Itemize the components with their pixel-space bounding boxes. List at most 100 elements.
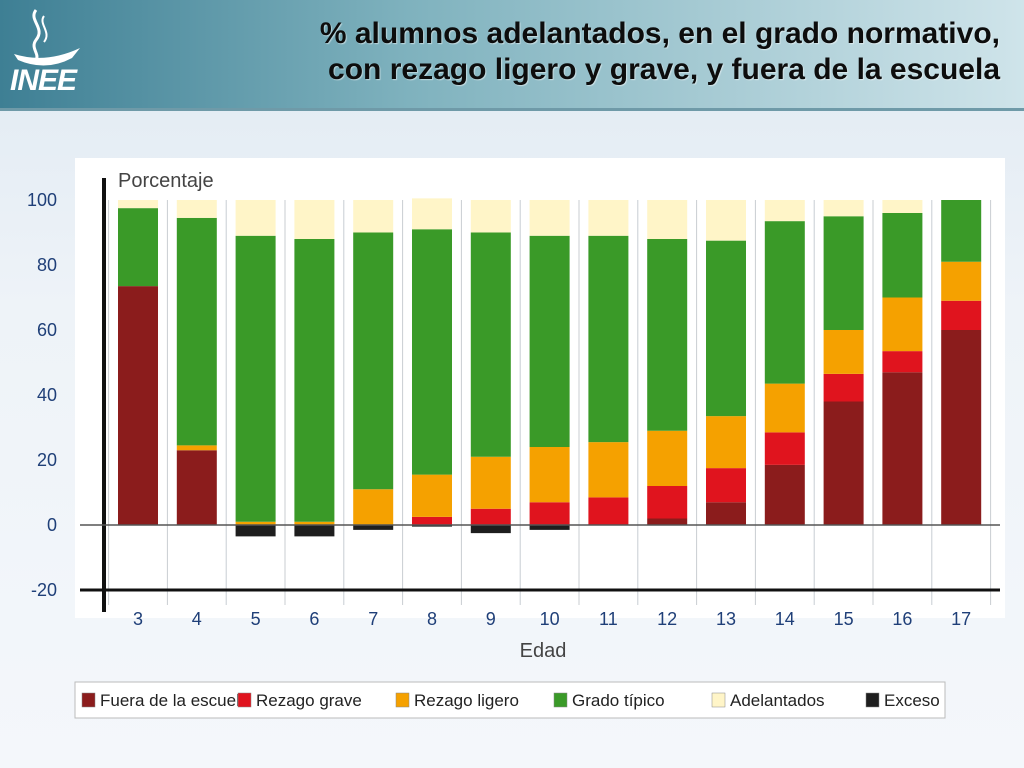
- bar-segment: [823, 401, 864, 525]
- x-tick-label: 9: [486, 609, 496, 629]
- bar-segment: [764, 432, 805, 465]
- legend-label: Fuera de la escuela: [100, 691, 250, 710]
- legend-swatch: [711, 692, 726, 708]
- legend-swatch: [237, 692, 252, 708]
- legend-label: Exceso: [884, 691, 940, 710]
- page-title: % alumnos adelantados, en el grado norma…: [100, 16, 1000, 88]
- bar-segment: [941, 330, 982, 525]
- bar-segment: [882, 351, 923, 373]
- x-tick-label: 3: [133, 609, 143, 629]
- bar-segment: [823, 216, 864, 330]
- bar-segment: [706, 200, 746, 241]
- bar-segment: [412, 525, 452, 527]
- bar-segment: [941, 261, 982, 301]
- bar-segment: [529, 525, 570, 530]
- bar-segment: [529, 235, 570, 447]
- bar-segment: [470, 508, 511, 525]
- bar-segment: [764, 221, 805, 384]
- legend-swatch: [395, 692, 410, 708]
- y-tick-label: 60: [37, 320, 57, 340]
- legend-label: Rezago ligero: [414, 691, 519, 710]
- bar-segment: [294, 521, 335, 525]
- bar-segment: [764, 200, 805, 222]
- category-grid-lines: [108, 200, 992, 605]
- bar-segment: [706, 240, 746, 417]
- bar-segment: [647, 486, 688, 519]
- y-tick-label: 100: [27, 190, 57, 210]
- x-tick-label: 16: [892, 609, 912, 629]
- bar-segment: [706, 416, 746, 469]
- bar-segment: [118, 286, 158, 525]
- bar-segment: [588, 200, 629, 236]
- bar-segment: [235, 521, 276, 525]
- bar-segment: [529, 447, 570, 503]
- bar-segment: [588, 497, 629, 525]
- inee-logo-icon: [14, 9, 80, 66]
- x-axis-title: Edad: [520, 640, 567, 662]
- legend-swatch: [553, 692, 568, 708]
- bar-segment: [647, 518, 688, 525]
- bar-segment: [412, 198, 452, 230]
- legend-swatch: [865, 692, 880, 708]
- bars-group: [118, 198, 982, 537]
- bar-segment: [235, 235, 276, 522]
- bar-segment: [470, 200, 511, 233]
- axes-group: [80, 178, 1000, 612]
- bar-segment: [529, 502, 570, 525]
- x-tick-label: 10: [540, 609, 560, 629]
- bar-segment: [706, 502, 746, 525]
- bar-segment: [294, 525, 335, 537]
- bar-segment: [176, 445, 217, 451]
- bar-segment: [176, 200, 217, 218]
- bar-segment: [118, 208, 158, 287]
- bar-segment: [647, 239, 688, 431]
- bar-segment: [412, 516, 452, 525]
- legend-label: Rezago grave: [256, 691, 362, 710]
- y-tick-label: 0: [47, 515, 57, 535]
- bar-segment: [353, 200, 394, 233]
- bar-segment: [823, 200, 864, 217]
- bar-segment: [235, 200, 276, 236]
- bar-segment: [588, 235, 629, 443]
- page-title-line-2: con rezago ligero y grave, y fuera de la…: [328, 53, 1000, 86]
- bar-segment: [412, 229, 452, 475]
- bar-segment: [764, 383, 805, 433]
- bar-segment: [353, 232, 394, 490]
- x-tick-label: 12: [657, 609, 677, 629]
- x-tick-labels: 3 4 5 6 7 8 9 10 11 12 13 14 15 16 17: [133, 609, 971, 629]
- x-tick-label: 13: [716, 609, 736, 629]
- bar-segment: [470, 456, 511, 509]
- x-tick-label: 7: [368, 609, 378, 629]
- y-tick-label: 40: [37, 385, 57, 405]
- bar-segment: [235, 525, 276, 537]
- x-tick-label: 6: [309, 609, 319, 629]
- legend-box: [74, 681, 946, 719]
- bar-segment: [882, 213, 923, 298]
- bar-segment: [823, 373, 864, 402]
- bar-segment: [941, 200, 982, 262]
- bar-segment: [706, 468, 746, 503]
- bar-segment: [941, 300, 982, 330]
- legend-swatch: [81, 692, 96, 708]
- bar-segment: [176, 450, 217, 525]
- bar-segment: [412, 474, 452, 517]
- bar-segment: [588, 442, 629, 498]
- header-bar: INEE % alumnos adelantados, en el grado …: [0, 0, 1024, 111]
- bar-segment: [176, 217, 217, 446]
- x-tick-label: 11: [599, 609, 618, 629]
- y-tick-label: -20: [31, 580, 57, 600]
- bar-segment: [764, 464, 805, 525]
- bar-segment: [353, 525, 394, 530]
- bar-segment: [353, 489, 394, 525]
- bar-segment: [529, 200, 570, 236]
- legend-label: Grado típico: [572, 691, 665, 710]
- y-tick-labels: 100 80 60 40 20 0 -20: [27, 190, 57, 600]
- x-tick-label: 14: [775, 609, 795, 629]
- bar-segment: [647, 430, 688, 486]
- x-tick-label: 4: [192, 609, 202, 629]
- bar-segment: [470, 232, 511, 457]
- y-tick-label: 80: [37, 255, 57, 275]
- bar-segment: [294, 239, 335, 522]
- page-title-line-1: % alumnos adelantados, en el grado norma…: [319, 17, 1000, 50]
- bar-segment: [470, 525, 511, 534]
